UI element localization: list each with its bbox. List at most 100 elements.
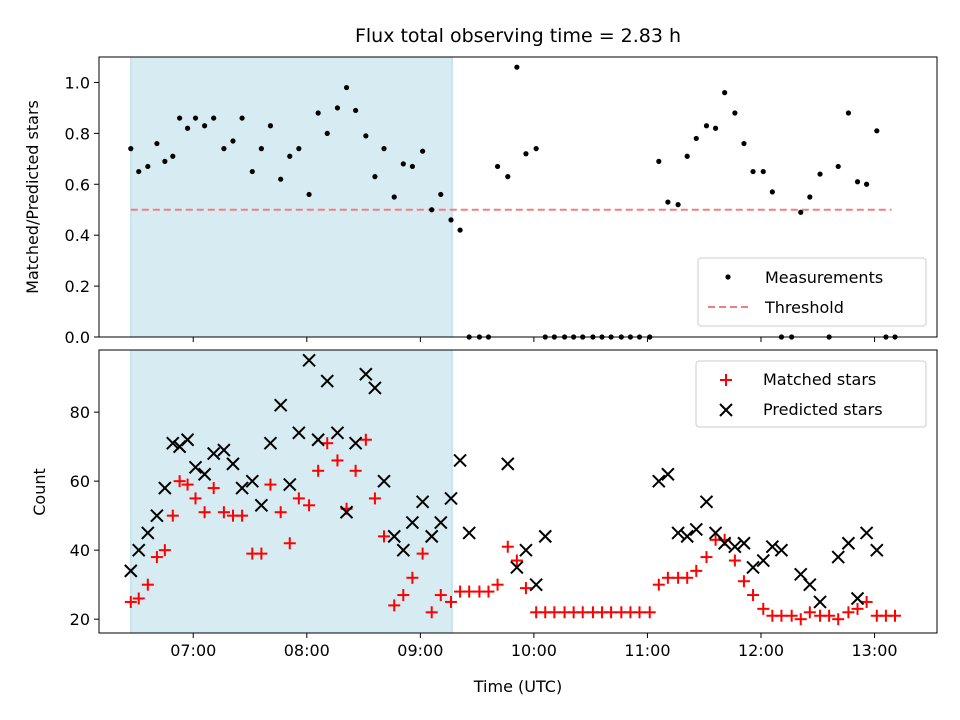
matched-star-point (331, 454, 344, 467)
measurement-point (722, 90, 728, 96)
predicted-star-point (699, 495, 714, 509)
matched-star-point (803, 606, 816, 619)
matched-star-point (860, 595, 873, 608)
top-y-tick-label: 0.4 (65, 226, 90, 245)
matched-star-point (141, 578, 154, 591)
predicted-star-point (141, 526, 155, 540)
matched-star-point (292, 492, 305, 505)
measurement-point (306, 191, 312, 198)
predicted-star-point (831, 550, 845, 564)
measurement-point (863, 181, 870, 187)
predicted-star-point (850, 591, 865, 606)
matched-star-point (283, 537, 296, 550)
matched-star-point (519, 582, 532, 595)
measurement-point (693, 135, 699, 142)
measurement-point (505, 174, 511, 180)
predicted-star-point (841, 536, 856, 550)
matched-star-point (312, 464, 325, 477)
top-panel: 0.0 0.2 0.4 0.6 0.8 1.0 Flux total observing … (23, 25, 938, 347)
matched-star-point (794, 613, 807, 626)
matched-stars-series (124, 433, 901, 626)
matched-star-point (132, 592, 145, 605)
predicted-star-point (661, 467, 675, 481)
matched-star-point (217, 506, 230, 519)
matched-star-point (425, 606, 438, 619)
predicted-star-point (158, 481, 172, 495)
matched-star-point (349, 464, 362, 477)
measurement-point (514, 64, 520, 70)
matched-star-point (173, 475, 186, 488)
predicted-star-point (529, 577, 543, 592)
legend-predicted-label: Predicted stars (763, 400, 883, 419)
measurement-point (170, 153, 176, 159)
predicted-star-point (188, 460, 203, 475)
matched-star-point (463, 585, 476, 598)
top-y-tick-label: 0.0 (65, 328, 90, 347)
matched-star-point (700, 551, 713, 564)
predicted-star-point (415, 495, 430, 509)
top-y-tick-label: 1.0 (65, 73, 90, 92)
predicted-star-point (689, 522, 703, 537)
predicted-star-point (453, 453, 467, 468)
matched-star-point (181, 478, 194, 491)
matched-star-point (445, 595, 458, 608)
matched-star-point (207, 482, 220, 495)
measurement-point (712, 125, 719, 131)
measurement-point (391, 194, 397, 200)
predicted-star-point (501, 457, 515, 471)
matched-star-point (548, 606, 561, 619)
measurement-point (835, 163, 841, 170)
top-y-tick-label: 0.2 (65, 277, 90, 296)
measurement-point (154, 140, 160, 147)
matched-star-point (166, 509, 179, 522)
predicted-star-point (462, 526, 476, 540)
matched-star-point (576, 606, 589, 619)
bottom-y-tick-label: 20 (70, 610, 90, 629)
predicted-star-point (320, 374, 334, 388)
predicted-stars-series (124, 353, 884, 609)
measurement-point (128, 146, 134, 152)
bottom-x-axis-label: Time (UTC) (473, 677, 562, 696)
measurement-point (343, 84, 350, 91)
matched-star-point (150, 551, 163, 564)
matched-star-point (775, 609, 788, 622)
predicted-star-point (671, 526, 685, 540)
measurement-point (239, 115, 245, 121)
matched-star-point (832, 613, 845, 626)
predicted-star-point (717, 536, 732, 550)
matched-star-point (321, 437, 334, 450)
matched-star-point (264, 478, 277, 491)
matched-star-point (661, 571, 674, 584)
top-y-tick-label: 0.6 (65, 175, 90, 194)
predicted-star-point (405, 515, 420, 530)
matched-star-point (368, 492, 381, 505)
matched-star-point (851, 602, 864, 615)
bottom-y-axis-label: Count (30, 468, 49, 516)
measurement-point (162, 158, 168, 164)
matched-star-point (124, 595, 137, 608)
measurement-point (267, 123, 274, 129)
measurement-point (221, 146, 227, 152)
predicted-star-point (124, 564, 138, 578)
measurement-point (798, 209, 804, 215)
predicted-star-point (765, 540, 780, 554)
legend-measurements-marker (725, 274, 731, 280)
top-legend: Measurements Threshold (697, 257, 927, 327)
measurement-point (760, 168, 766, 175)
bottom-x-tick-label: 13:00 (851, 641, 897, 660)
measurement-point (258, 146, 264, 152)
legend-threshold-label: Threshold (764, 298, 844, 317)
measurement-point (249, 168, 255, 175)
predicted-star-point (774, 543, 789, 557)
matched-star-point (842, 606, 855, 619)
predicted-star-point (510, 560, 524, 575)
top-chart-title: Flux total observing time = 2.83 h (355, 25, 681, 47)
predicted-star-point (180, 433, 195, 447)
bottom-x-tick-label: 09:00 (397, 641, 443, 660)
bottom-x-tick-label: 11:00 (624, 641, 670, 660)
measurement-point (429, 207, 435, 213)
predicted-star-point (226, 457, 240, 471)
measurement-point (420, 148, 426, 154)
measurement-point (750, 168, 756, 175)
